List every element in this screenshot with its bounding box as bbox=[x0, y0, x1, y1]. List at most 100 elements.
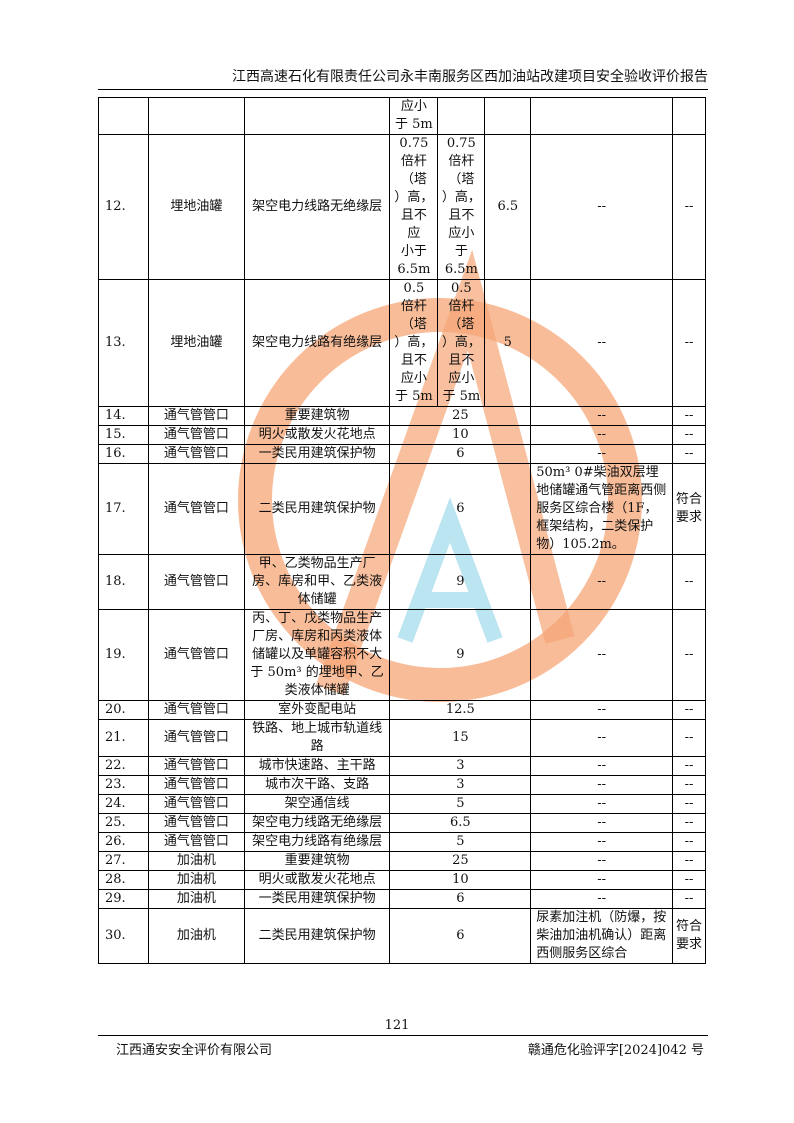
object-cell: 通气管管口 bbox=[147, 463, 245, 555]
actual-distance-cell: -- bbox=[530, 756, 673, 776]
row-number-cell: 23. bbox=[98, 775, 149, 795]
object-cell: 通气管管口 bbox=[147, 406, 245, 426]
table-row: 应小 于 5m bbox=[98, 97, 707, 135]
table-row: 22. 通气管管口 城市快速路、主干路 3 -- -- bbox=[98, 756, 707, 776]
result-cell: -- bbox=[671, 794, 707, 814]
target-cell: 二类民用建筑保护物 bbox=[243, 463, 391, 555]
standard-1-cell: 0.75 倍杆 （塔 ）高， 且不 应 小于 6.5m bbox=[389, 134, 439, 280]
actual-distance-cell: 50m³ 0#柴油双层埋地储罐通气管距离西侧服务区综合楼（1F，框架结构，二类保… bbox=[530, 463, 673, 555]
standard-distance-cell: 10 bbox=[389, 870, 532, 890]
header-title: 江西高速石化有限责任公司永丰南服务区西加油站改建项目安全验收评价报告 bbox=[232, 69, 708, 85]
table-row: 20. 通气管管口 室外变配电站 12.5 -- -- bbox=[98, 700, 707, 720]
design-distance-cell bbox=[484, 97, 532, 135]
row-number-cell: 16. bbox=[98, 444, 149, 464]
row-number-cell: 18. bbox=[98, 554, 149, 610]
footer-divider bbox=[98, 1035, 708, 1036]
result-cell: 符合要求 bbox=[671, 463, 707, 555]
row-number-cell: 17. bbox=[98, 463, 149, 555]
target-cell bbox=[243, 97, 391, 135]
table-row: 30. 加油机 二类民用建筑保护物 6 尿素加注机（防爆，按柴油加油机确认）距离西侧服务… bbox=[98, 908, 707, 964]
row-number-cell: 22. bbox=[98, 756, 149, 776]
actual-distance-cell: 尿素加注机（防爆，按柴油加油机确认）距离西侧服务区综合 bbox=[530, 908, 673, 964]
object-cell: 通气管管口 bbox=[147, 719, 245, 757]
object-cell: 通气管管口 bbox=[147, 813, 245, 833]
result-cell: -- bbox=[671, 554, 707, 610]
target-cell: 二类民用建筑保护物 bbox=[243, 908, 391, 964]
target-cell: 室外变配电站 bbox=[243, 700, 391, 720]
object-cell: 通气管管口 bbox=[147, 425, 245, 445]
object-cell: 加油机 bbox=[147, 870, 245, 890]
result-cell: -- bbox=[671, 444, 707, 464]
standard-distance-cell: 6 bbox=[389, 463, 532, 555]
object-cell: 通气管管口 bbox=[147, 756, 245, 776]
standard-distance-cell: 9 bbox=[389, 609, 532, 701]
actual-distance-cell: -- bbox=[530, 406, 673, 426]
table-row: 12. 埋地油罐 架空电力线路无绝缘层 0.75 倍杆 （塔 ）高， 且不 应 小于 … bbox=[98, 134, 707, 280]
target-cell: 甲、乙类物品生产厂房、库房和甲、乙类液体储罐 bbox=[243, 554, 391, 610]
actual-distance-cell: -- bbox=[530, 889, 673, 909]
object-cell: 埋地油罐 bbox=[147, 279, 245, 407]
row-number-cell: 15. bbox=[98, 425, 149, 445]
design-distance-cell: 6.5 bbox=[484, 134, 532, 280]
standard-2-cell: 0.75 倍杆 （塔 ）高， 且不 应小 于 6.5m bbox=[437, 134, 486, 280]
standard-distance-cell: 3 bbox=[389, 775, 532, 795]
target-cell: 架空电力线路有绝缘层 bbox=[243, 279, 391, 407]
result-cell: -- bbox=[671, 700, 707, 720]
target-cell: 明火或散发火花地点 bbox=[243, 870, 391, 890]
row-number-cell: 25. bbox=[98, 813, 149, 833]
standard-distance-cell: 6 bbox=[389, 908, 532, 964]
page-number: 121 bbox=[384, 1018, 410, 1033]
target-cell: 重要建筑物 bbox=[243, 851, 391, 871]
row-number-cell: 24. bbox=[98, 794, 149, 814]
target-cell: 丙、丁、戊类物品生产厂房、库房和丙类液体储罐以及单罐容积不大于 50m³ 的埋地… bbox=[243, 609, 391, 701]
table-row: 27. 加油机 重要建筑物 25 -- -- bbox=[98, 851, 707, 871]
row-number-cell: 14. bbox=[98, 406, 149, 426]
object-cell: 通气管管口 bbox=[147, 794, 245, 814]
result-cell: -- bbox=[671, 134, 707, 280]
result-cell: -- bbox=[671, 870, 707, 890]
table-row: 28. 加油机 明火或散发火花地点 10 -- -- bbox=[98, 870, 707, 890]
table-row: 15. 通气管管口 明火或散发火花地点 10 -- -- bbox=[98, 425, 707, 445]
target-cell: 架空电力线路无绝缘层 bbox=[243, 813, 391, 833]
result-cell: -- bbox=[671, 425, 707, 445]
target-cell: 一类民用建筑保护物 bbox=[243, 444, 391, 464]
result-cell: -- bbox=[671, 279, 707, 407]
row-number-cell: 28. bbox=[98, 870, 149, 890]
table-row: 29. 加油机 一类民用建筑保护物 6 -- -- bbox=[98, 889, 707, 909]
table-row: 23. 通气管管口 城市次干路、支路 3 -- -- bbox=[98, 775, 707, 795]
object-cell: 通气管管口 bbox=[147, 700, 245, 720]
distance-table: 应小 于 5m 12. 埋地油罐 架空电力线路无绝缘层 0.75 倍杆 （塔 ）高， 且… bbox=[98, 97, 707, 964]
table-row: 24. 通气管管口 架空通信线 5 -- -- bbox=[98, 794, 707, 814]
table-row: 13. 埋地油罐 架空电力线路有绝缘层 0.5 倍杆 （塔 ）高， 且不 应小 于 5… bbox=[98, 279, 707, 407]
object-cell: 加油机 bbox=[147, 908, 245, 964]
result-cell: -- bbox=[671, 832, 707, 852]
table-row: 19. 通气管管口 丙、丁、戊类物品生产厂房、库房和丙类液体储罐以及单罐容积不大于 … bbox=[98, 609, 707, 701]
actual-distance-cell: -- bbox=[530, 444, 673, 464]
object-cell: 通气管管口 bbox=[147, 444, 245, 464]
standard-distance-cell: 10 bbox=[389, 425, 532, 445]
table-row: 17. 通气管管口 二类民用建筑保护物 6 50m³ 0#柴油双层埋地储罐通气管距离西侧… bbox=[98, 463, 707, 555]
target-cell: 重要建筑物 bbox=[243, 406, 391, 426]
row-number-cell: 26. bbox=[98, 832, 149, 852]
standard-distance-cell: 15 bbox=[389, 719, 532, 757]
standard-1-cell: 应小 于 5m bbox=[389, 97, 439, 135]
object-cell: 通气管管口 bbox=[147, 609, 245, 701]
target-cell: 明火或散发火花地点 bbox=[243, 425, 391, 445]
target-cell: 城市快速路、主干路 bbox=[243, 756, 391, 776]
row-number-cell bbox=[98, 97, 149, 135]
row-number-cell: 20. bbox=[98, 700, 149, 720]
row-number-cell: 12. bbox=[98, 134, 149, 280]
object-cell: 通气管管口 bbox=[147, 832, 245, 852]
header-divider bbox=[98, 89, 708, 90]
table-row: 21. 通气管管口 铁路、地上城市轨道线路 15 -- -- bbox=[98, 719, 707, 757]
target-cell: 架空电力线路有绝缘层 bbox=[243, 832, 391, 852]
result-cell: -- bbox=[671, 851, 707, 871]
standard-distance-cell: 6 bbox=[389, 444, 532, 464]
standard-2-cell bbox=[437, 97, 486, 135]
row-number-cell: 29. bbox=[98, 889, 149, 909]
standard-distance-cell: 3 bbox=[389, 756, 532, 776]
footer-doc-number: 赣通危化验评字[2024]042 号 bbox=[527, 1043, 704, 1058]
object-cell: 通气管管口 bbox=[147, 775, 245, 795]
actual-distance-cell: -- bbox=[530, 851, 673, 871]
table-row: 18. 通气管管口 甲、乙类物品生产厂房、库房和甲、乙类液体储罐 9 -- -- bbox=[98, 554, 707, 610]
